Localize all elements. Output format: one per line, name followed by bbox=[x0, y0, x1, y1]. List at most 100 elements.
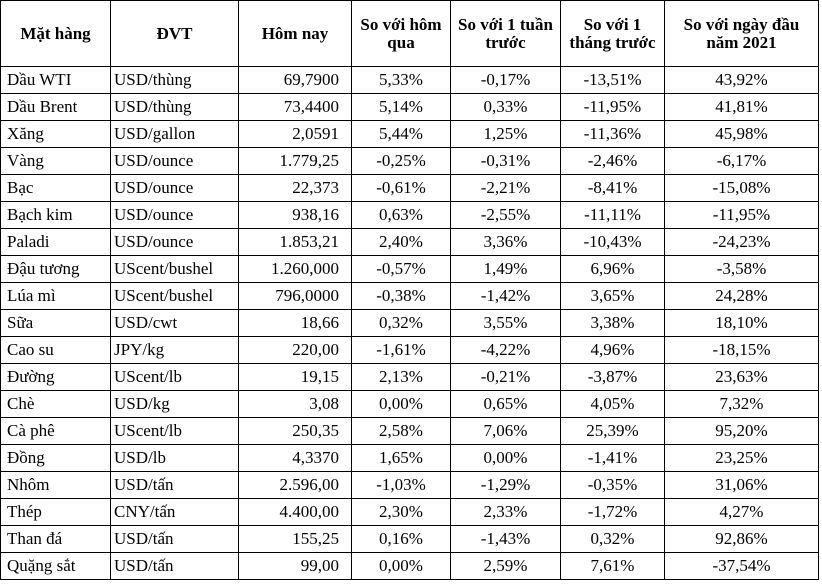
cell-vs-week: -0,17% bbox=[450, 66, 561, 94]
cell-item: Bạch kim bbox=[0, 201, 111, 229]
cell-today: 73,4400 bbox=[238, 93, 352, 121]
cell-vs-year-start: 23,25% bbox=[664, 444, 819, 472]
cell-unit: UScent/bushel bbox=[110, 282, 239, 310]
cell-today: 155,25 bbox=[238, 525, 352, 553]
table-row: Lúa mì UScent/bushel 796,0000 -0,38% -1,42% 3… bbox=[0, 282, 819, 310]
cell-vs-yesterday: -0,38% bbox=[351, 282, 451, 310]
cell-today: 220,00 bbox=[238, 336, 352, 364]
cell-vs-month: -0,35% bbox=[560, 471, 665, 499]
cell-vs-year-start: 7,32% bbox=[664, 390, 819, 418]
cell-vs-week: 2,59% bbox=[450, 552, 561, 580]
cell-unit: USD/kg bbox=[110, 390, 239, 418]
cell-today: 3,08 bbox=[238, 390, 352, 418]
cell-vs-month: 4,96% bbox=[560, 336, 665, 364]
cell-vs-year-start: 18,10% bbox=[664, 309, 819, 337]
cell-unit: USD/ounce bbox=[110, 147, 239, 175]
cell-vs-week: 3,55% bbox=[450, 309, 561, 337]
cell-unit: USD/tấn bbox=[110, 552, 239, 580]
cell-unit: USD/lb bbox=[110, 444, 239, 472]
cell-vs-month: -10,43% bbox=[560, 228, 665, 256]
cell-vs-year-start: 41,81% bbox=[664, 93, 819, 121]
cell-vs-yesterday: 0,00% bbox=[351, 390, 451, 418]
table-row: Nhôm USD/tấn 2.596,00 -1,03% -1,29% -0,35% 31,… bbox=[0, 471, 819, 499]
cell-unit: USD/ounce bbox=[110, 228, 239, 256]
table-row: Bạch kim USD/ounce 938,16 0,63% -2,55% -11,11… bbox=[0, 201, 819, 229]
cell-vs-week: -0,21% bbox=[450, 363, 561, 391]
cell-today: 22,373 bbox=[238, 174, 352, 202]
cell-unit: UScent/bushel bbox=[110, 255, 239, 283]
table-body: Dầu WTI USD/thùng 69,7900 5,33% -0,17% -13,51… bbox=[0, 66, 819, 580]
cell-vs-week: 0,33% bbox=[450, 93, 561, 121]
cell-item: Dầu Brent bbox=[0, 93, 111, 121]
cell-vs-week: 0,00% bbox=[450, 444, 561, 472]
cell-vs-yesterday: 0,00% bbox=[351, 552, 451, 580]
table-row: Cà phê UScent/lb 250,35 2,58% 7,06% 25,39% 95,… bbox=[0, 417, 819, 445]
cell-item: Đường bbox=[0, 363, 111, 391]
cell-vs-yesterday: 1,65% bbox=[351, 444, 451, 472]
cell-vs-month: 7,61% bbox=[560, 552, 665, 580]
cell-vs-year-start: -18,15% bbox=[664, 336, 819, 364]
cell-vs-month: -2,46% bbox=[560, 147, 665, 175]
table-row: Đồng USD/lb 4,3370 1,65% 0,00% -1,41% 23,25% bbox=[0, 444, 819, 472]
cell-vs-yesterday: -1,03% bbox=[351, 471, 451, 499]
cell-item: Dầu WTI bbox=[0, 66, 111, 94]
cell-unit: USD/thùng bbox=[110, 66, 239, 94]
cell-vs-month: -11,36% bbox=[560, 120, 665, 148]
cell-vs-month: -11,11% bbox=[560, 201, 665, 229]
cell-vs-year-start: 24,28% bbox=[664, 282, 819, 310]
cell-item: Cà phê bbox=[0, 417, 111, 445]
table-row: Chè USD/kg 3,08 0,00% 0,65% 4,05% 7,32% bbox=[0, 390, 819, 418]
header-vs-week: So với 1 tuần trước bbox=[450, 0, 561, 67]
cell-vs-yesterday: 0,63% bbox=[351, 201, 451, 229]
cell-vs-yesterday: 5,33% bbox=[351, 66, 451, 94]
cell-vs-yesterday: 0,32% bbox=[351, 309, 451, 337]
cell-vs-month: -8,41% bbox=[560, 174, 665, 202]
table-row: Paladi USD/ounce 1.853,21 2,40% 3,36% -10,43%… bbox=[0, 228, 819, 256]
cell-item: Xăng bbox=[0, 120, 111, 148]
cell-vs-month: 25,39% bbox=[560, 417, 665, 445]
cell-vs-yesterday: 2,58% bbox=[351, 417, 451, 445]
cell-today: 4,3370 bbox=[238, 444, 352, 472]
cell-item: Paladi bbox=[0, 228, 111, 256]
cell-vs-week: 3,36% bbox=[450, 228, 561, 256]
cell-unit: USD/tấn bbox=[110, 525, 239, 553]
table-row: Cao su JPY/kg 220,00 -1,61% -4,22% 4,96% -18,1… bbox=[0, 336, 819, 364]
cell-today: 69,7900 bbox=[238, 66, 352, 94]
header-today: Hôm nay bbox=[238, 0, 352, 67]
table-row: Sữa USD/cwt 18,66 0,32% 3,55% 3,38% 18,10% bbox=[0, 309, 819, 337]
cell-item: Cao su bbox=[0, 336, 111, 364]
cell-today: 1.260,000 bbox=[238, 255, 352, 283]
cell-vs-month: 4,05% bbox=[560, 390, 665, 418]
cell-vs-month: 3,38% bbox=[560, 309, 665, 337]
cell-item: Quặng sắt bbox=[0, 552, 111, 580]
cell-item: Bạc bbox=[0, 174, 111, 202]
cell-vs-year-start: 4,27% bbox=[664, 498, 819, 526]
cell-vs-week: -1,42% bbox=[450, 282, 561, 310]
cell-vs-year-start: -37,54% bbox=[664, 552, 819, 580]
cell-vs-month: 6,96% bbox=[560, 255, 665, 283]
cell-vs-yesterday: 2,13% bbox=[351, 363, 451, 391]
cell-vs-yesterday: 2,40% bbox=[351, 228, 451, 256]
cell-vs-month: -1,72% bbox=[560, 498, 665, 526]
table-row: Vàng USD/ounce 1.779,25 -0,25% -0,31% -2,46% -… bbox=[0, 147, 819, 175]
cell-vs-month: -3,87% bbox=[560, 363, 665, 391]
cell-vs-month: 3,65% bbox=[560, 282, 665, 310]
cell-today: 938,16 bbox=[238, 201, 352, 229]
cell-vs-week: 2,33% bbox=[450, 498, 561, 526]
cell-unit: USD/gallon bbox=[110, 120, 239, 148]
header-item: Mặt hàng bbox=[0, 0, 111, 67]
cell-unit: UScent/lb bbox=[110, 417, 239, 445]
header-vs-year-start: So với ngày đầu năm 2021 bbox=[664, 0, 819, 67]
cell-unit: USD/thùng bbox=[110, 93, 239, 121]
cell-vs-yesterday: 5,14% bbox=[351, 93, 451, 121]
cell-vs-year-start: 23,63% bbox=[664, 363, 819, 391]
cell-vs-month: -13,51% bbox=[560, 66, 665, 94]
cell-item: Đậu tương bbox=[0, 255, 111, 283]
cell-vs-yesterday: -0,61% bbox=[351, 174, 451, 202]
cell-vs-year-start: -6,17% bbox=[664, 147, 819, 175]
cell-today: 4.400,00 bbox=[238, 498, 352, 526]
table-row: Than đá USD/tấn 155,25 0,16% -1,43% 0,32% 92,8… bbox=[0, 525, 819, 553]
cell-vs-week: -1,29% bbox=[450, 471, 561, 499]
cell-vs-year-start: 31,06% bbox=[664, 471, 819, 499]
header-vs-yesterday: So với hôm qua bbox=[351, 0, 451, 67]
